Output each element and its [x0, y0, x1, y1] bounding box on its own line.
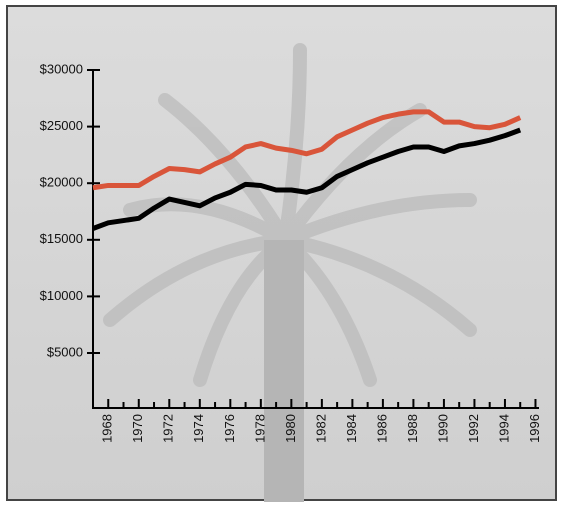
- line-series: [92, 109, 522, 191]
- x-tick-label: 1988: [405, 414, 420, 443]
- y-tick-label: $5000: [47, 344, 83, 359]
- x-tick-label: 1990: [435, 414, 450, 443]
- x-tick-label: 1972: [161, 414, 176, 443]
- x-tick-label: 1978: [252, 414, 267, 443]
- x-tick-label: 1980: [283, 414, 298, 443]
- x-tick-label: 1992: [466, 414, 481, 443]
- x-tick-label: 1974: [191, 414, 206, 443]
- palm-trunk: [264, 240, 304, 502]
- line-series: [92, 127, 522, 231]
- x-tick-label: 1984: [344, 414, 359, 443]
- y-tick-label: $25000: [40, 118, 83, 133]
- y-tick-label: $15000: [40, 231, 83, 246]
- y-tick-label: $10000: [40, 288, 83, 303]
- x-tick-label: 1976: [222, 414, 237, 443]
- y-tick-label: $30000: [40, 61, 83, 76]
- x-tick-label: 1994: [496, 414, 511, 443]
- x-tick-label: 1982: [313, 414, 328, 443]
- x-tick-label: 1970: [130, 414, 145, 443]
- x-tick-label: 1968: [100, 414, 115, 443]
- x-tick-label: 1986: [374, 414, 389, 443]
- x-tick-label: 1996: [527, 414, 542, 443]
- y-tick-label: $20000: [40, 175, 83, 190]
